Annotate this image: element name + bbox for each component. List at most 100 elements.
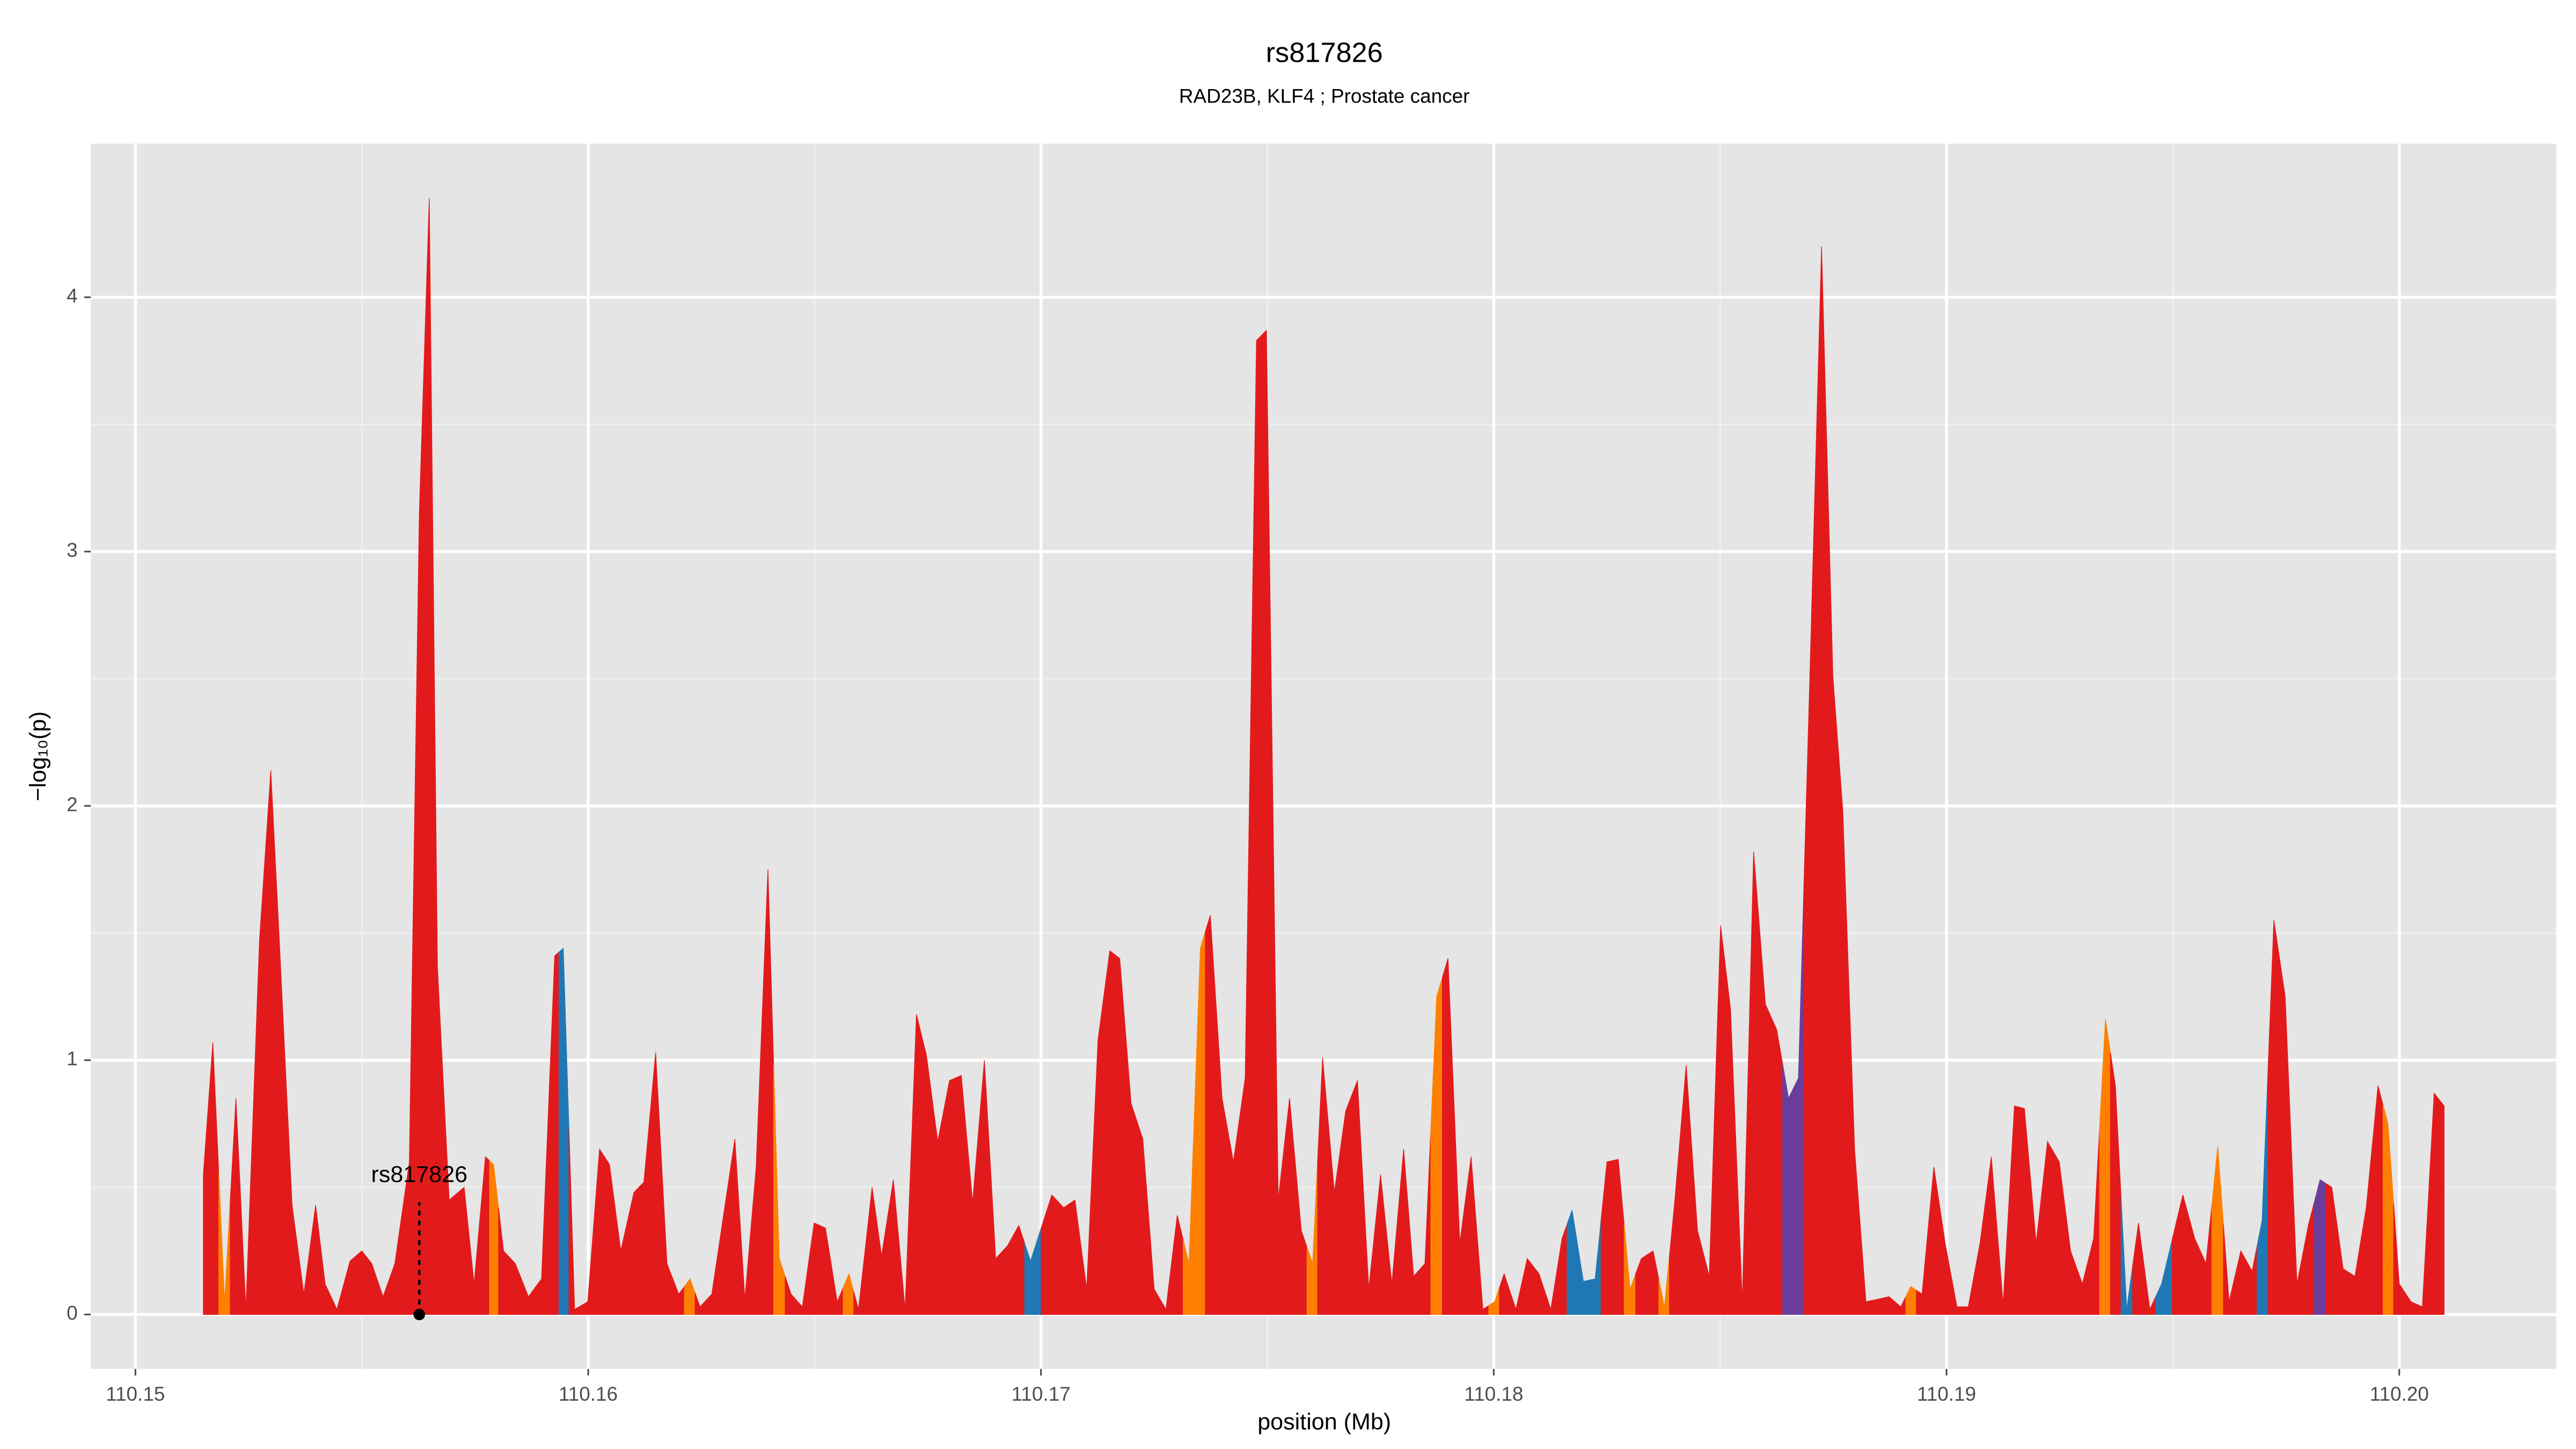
area-segment bbox=[320, 1244, 332, 1315]
area-segment bbox=[2405, 1292, 2417, 1315]
annotation-label: rs817826 bbox=[371, 1161, 468, 1187]
area-segment bbox=[1916, 1230, 1929, 1315]
area-segment bbox=[2360, 1146, 2373, 1315]
area-segment bbox=[498, 1208, 510, 1315]
area-segment bbox=[366, 1256, 378, 1315]
area-segment bbox=[604, 1155, 616, 1315]
area-segment bbox=[1600, 1160, 1613, 1315]
area-segment bbox=[1001, 1234, 1014, 1315]
area-segment bbox=[2314, 1179, 2326, 1315]
area-segment bbox=[274, 851, 286, 1315]
area-segment bbox=[1871, 1297, 1884, 1315]
area-segment bbox=[2234, 1250, 2247, 1315]
x-tick-label: 110.17 bbox=[1012, 1383, 1071, 1405]
area-segment bbox=[2188, 1216, 2201, 1315]
area-segment bbox=[1612, 1159, 1624, 1315]
area-segment bbox=[1985, 1157, 1998, 1315]
area-segment bbox=[456, 1187, 470, 1315]
area-segment bbox=[1216, 1006, 1228, 1315]
area-segment bbox=[2030, 1176, 2043, 1315]
area-segment bbox=[1374, 1174, 1387, 1315]
area-segment bbox=[1691, 1147, 1704, 1315]
y-tick-label: 0 bbox=[67, 1302, 78, 1324]
area-segment bbox=[1363, 1184, 1375, 1315]
area-segment bbox=[1194, 932, 1206, 1315]
area-segment bbox=[2088, 1129, 2100, 1315]
area-segment bbox=[265, 770, 275, 1315]
area-segment bbox=[1589, 1220, 1601, 1315]
area-segment bbox=[978, 1060, 991, 1315]
area-segment bbox=[2372, 1085, 2383, 1315]
area-segment bbox=[331, 1285, 344, 1315]
area-segment bbox=[230, 1098, 241, 1315]
area-segment bbox=[240, 1125, 253, 1315]
area-segment bbox=[649, 1052, 662, 1315]
area-segment bbox=[955, 1075, 968, 1315]
area-segment bbox=[2099, 1019, 2111, 1315]
area-segment bbox=[1782, 1064, 1794, 1315]
area-segment bbox=[1069, 1199, 1081, 1315]
area-segment bbox=[509, 1256, 523, 1315]
area-segment bbox=[443, 1083, 457, 1315]
area-segment bbox=[1430, 977, 1443, 1315]
area-segment bbox=[1295, 1164, 1307, 1315]
area-segment bbox=[1860, 1225, 1872, 1315]
area-segment bbox=[593, 1148, 605, 1315]
area-segment bbox=[740, 1219, 751, 1315]
x-axis-label: position (Mb) bbox=[1257, 1409, 1391, 1435]
area-segment bbox=[2143, 1266, 2156, 1315]
y-tick-label: 2 bbox=[67, 793, 78, 815]
area-segment bbox=[785, 1276, 797, 1315]
area-segment bbox=[581, 1225, 594, 1315]
area-segment bbox=[1328, 1125, 1341, 1315]
area-segment bbox=[1306, 1160, 1318, 1315]
area-segment bbox=[218, 1172, 231, 1315]
area-segment bbox=[1125, 1030, 1138, 1315]
area-segment bbox=[2279, 958, 2292, 1315]
area-segment bbox=[1261, 330, 1273, 1315]
area-segment bbox=[1894, 1296, 1906, 1315]
area-segment bbox=[1465, 1157, 1477, 1315]
area-segment bbox=[1013, 1224, 1025, 1315]
area-segment bbox=[1577, 1246, 1590, 1315]
area-segment bbox=[2302, 1202, 2315, 1315]
area-segment bbox=[208, 1042, 219, 1315]
area-segment bbox=[1041, 1194, 1058, 1315]
area-segment bbox=[843, 1272, 854, 1315]
area-segment bbox=[943, 1077, 956, 1315]
area-segment bbox=[910, 1014, 922, 1315]
area-segment bbox=[1250, 334, 1262, 1315]
area-segment bbox=[2416, 1200, 2429, 1315]
area-segment bbox=[1136, 1121, 1149, 1315]
x-tick-label: 110.16 bbox=[559, 1383, 618, 1405]
area-segment bbox=[2041, 1140, 2054, 1315]
x-tick-label: 110.19 bbox=[1917, 1383, 1976, 1405]
area-segment bbox=[433, 582, 444, 1315]
area-segment bbox=[2053, 1150, 2066, 1315]
area-segment bbox=[2246, 1246, 2258, 1315]
area-segment bbox=[1159, 1262, 1172, 1315]
area-segment bbox=[990, 1159, 1002, 1315]
area-segment bbox=[2267, 920, 2280, 1315]
area-segment bbox=[2172, 1195, 2190, 1315]
annotation-point bbox=[413, 1308, 426, 1321]
area-segment bbox=[2393, 1204, 2406, 1315]
area-segment bbox=[2200, 1205, 2213, 1315]
area-segment bbox=[568, 1129, 582, 1315]
area-segment bbox=[1103, 950, 1115, 1315]
area-segment bbox=[1476, 1233, 1489, 1315]
area-segment bbox=[1736, 1077, 1748, 1315]
area-segment bbox=[1848, 980, 1861, 1315]
area-segment bbox=[1635, 1254, 1648, 1315]
area-segment bbox=[479, 1156, 490, 1315]
area-segment bbox=[401, 837, 415, 1315]
chart-title: rs817826 bbox=[1266, 37, 1383, 68]
y-axis-label: −log₁₀(p) bbox=[25, 711, 51, 801]
area-segment bbox=[614, 1208, 628, 1315]
y-tick-label: 4 bbox=[67, 285, 78, 307]
area-segment bbox=[2382, 1104, 2394, 1315]
area-segment bbox=[750, 1018, 763, 1315]
area-segment bbox=[1770, 1016, 1783, 1315]
